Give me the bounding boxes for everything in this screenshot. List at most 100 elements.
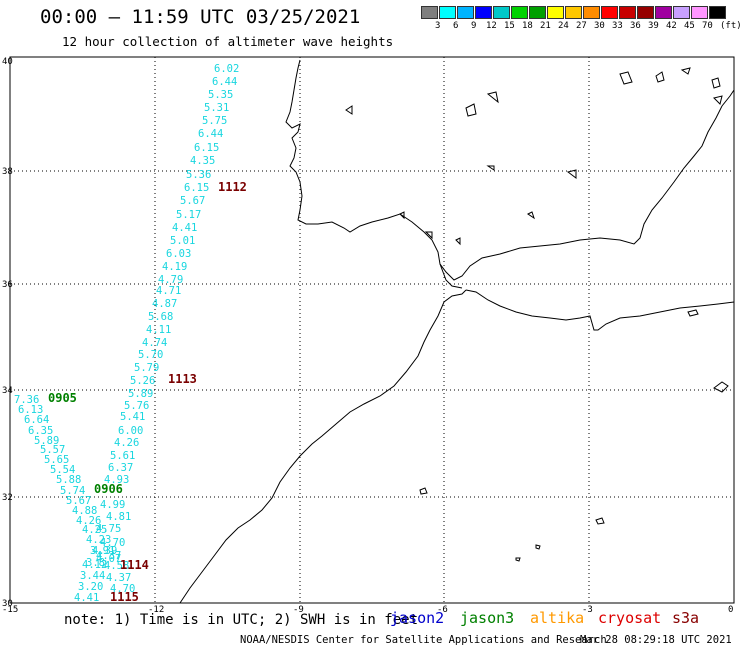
pass-label: 0906 [94, 482, 123, 496]
satellite-legend-item: altika [530, 609, 585, 627]
swh-value: 5.17 [176, 209, 201, 221]
swh-value: 4.11 [146, 324, 171, 336]
legend-swatch [511, 6, 528, 19]
legend-swatch [673, 6, 690, 19]
map-subtitle: 12 hour collection of altimeter wave hei… [62, 34, 394, 49]
swh-value: 5.31 [204, 102, 229, 114]
swh-value: 6.03 [166, 248, 191, 260]
swh-value: 5.26 [130, 375, 155, 387]
island [345, 105, 353, 115]
legend-label: 42 [666, 21, 677, 31]
island [419, 487, 428, 495]
altimeter-track-a: 6.026.445.355.315.756.446.154.355.366.15… [92, 63, 239, 595]
island [515, 557, 521, 562]
swh-value: 6.44 [198, 128, 223, 140]
swh-value: 5.74 [60, 485, 85, 497]
legend-swatch [475, 6, 492, 19]
lat-tick-label: 40 [2, 57, 13, 67]
lon-tick-label: -12 [148, 605, 164, 615]
legend-swatch [529, 6, 546, 19]
legend-label: 24 [558, 21, 569, 31]
swh-value: 4.37 [96, 550, 121, 562]
island [595, 517, 605, 525]
swh-value: 4.26 [76, 515, 101, 527]
legend-label: 36 [630, 21, 641, 31]
satellite-legend-item: jason3 [460, 609, 515, 627]
swh-value: 3.91 [90, 545, 115, 557]
island [399, 211, 405, 220]
legend-label: 39 [648, 21, 659, 31]
island [655, 71, 665, 83]
lat-tick-label: 38 [2, 167, 13, 177]
legend-label: 15 [504, 21, 515, 31]
swh-value: 6.15 [194, 142, 219, 154]
swh-value: 5.89 [128, 388, 153, 400]
legend-label: 45 [684, 21, 695, 31]
legend-swatch [709, 6, 726, 19]
swh-value: 5.68 [148, 311, 173, 323]
legend-label: 30 [594, 21, 605, 31]
swh-value: 4.81 [106, 511, 131, 523]
satellite-legend-item: s3a [672, 609, 700, 627]
legend-swatch [565, 6, 582, 19]
legend-swatch [619, 6, 636, 19]
swh-value: 4.19 [162, 261, 187, 273]
swh-value: 4.75 [96, 523, 121, 535]
pass-label: 1112 [218, 180, 247, 194]
lat-lon-grid [10, 57, 734, 603]
swh-value: 4.41 [74, 592, 99, 604]
island [713, 381, 729, 393]
axis-tick-labels: 40 38 36 34 32 30-15 -12 -9 -6 -3 0 [2, 57, 733, 615]
swh-value: 3.44 [80, 570, 105, 582]
legend-swatch [439, 6, 456, 19]
swh-value: 4.79 [158, 274, 183, 286]
legend-swatch [601, 6, 618, 19]
lon-tick-label: -3 [582, 605, 593, 615]
swh-value: 4.26 [114, 437, 139, 449]
coastline [179, 59, 735, 604]
legend-label: 12 [486, 21, 497, 31]
swh-value: 5.88 [56, 474, 81, 486]
iberia-coastline [285, 59, 735, 281]
lat-tick-label: 32 [2, 493, 13, 503]
pass-label: 1114 [120, 558, 149, 572]
swh-value: 6.15 [184, 182, 209, 194]
swh-value: 6.35 [28, 425, 53, 437]
swh-value: 6.13 [18, 404, 43, 416]
swh-value: 5.36 [186, 169, 211, 181]
legend-unit: (ft) [720, 21, 740, 31]
color-legend [421, 6, 727, 19]
swh-value: 4.71 [156, 285, 181, 297]
lat-tick-label: 36 [2, 280, 13, 290]
altimeter-track-b: 7.366.136.646.355.895.575.655.545.885.74… [14, 394, 115, 604]
legend-label: 9 [471, 21, 477, 31]
swh-value: 4.12 [82, 559, 107, 571]
legend-swatch [547, 6, 564, 19]
island [465, 103, 477, 117]
africa-coastline [179, 289, 467, 604]
pass-label: 1115 [110, 590, 139, 604]
swh-value: 7.36 [14, 394, 39, 406]
island [711, 77, 721, 89]
legend-label: 18 [522, 21, 533, 31]
swh-value: 5.89 [34, 435, 59, 447]
legend-swatch [583, 6, 600, 19]
legend-label: 33 [612, 21, 623, 31]
swh-value: 6.37 [108, 462, 133, 474]
legend-swatch [691, 6, 708, 19]
lon-tick-label: -6 [437, 605, 448, 615]
swh-value: 5.67 [180, 195, 205, 207]
swh-value: 4.35 [190, 155, 215, 167]
swh-value: 4.58 [104, 560, 129, 572]
swh-value: 4.39 [92, 545, 117, 557]
swh-value: 5.76 [124, 400, 149, 412]
footer-note: note: 1) Time is in UTC; 2) SWH is in fe… [64, 612, 419, 628]
legend-label: 3 [435, 21, 441, 31]
legend-swatch [655, 6, 672, 19]
island [535, 544, 541, 550]
swh-value: 6.02 [214, 63, 239, 75]
swh-value: 4.25 [82, 524, 107, 536]
lon-tick-label: -9 [293, 605, 304, 615]
swh-value: 4.93 [104, 474, 129, 486]
